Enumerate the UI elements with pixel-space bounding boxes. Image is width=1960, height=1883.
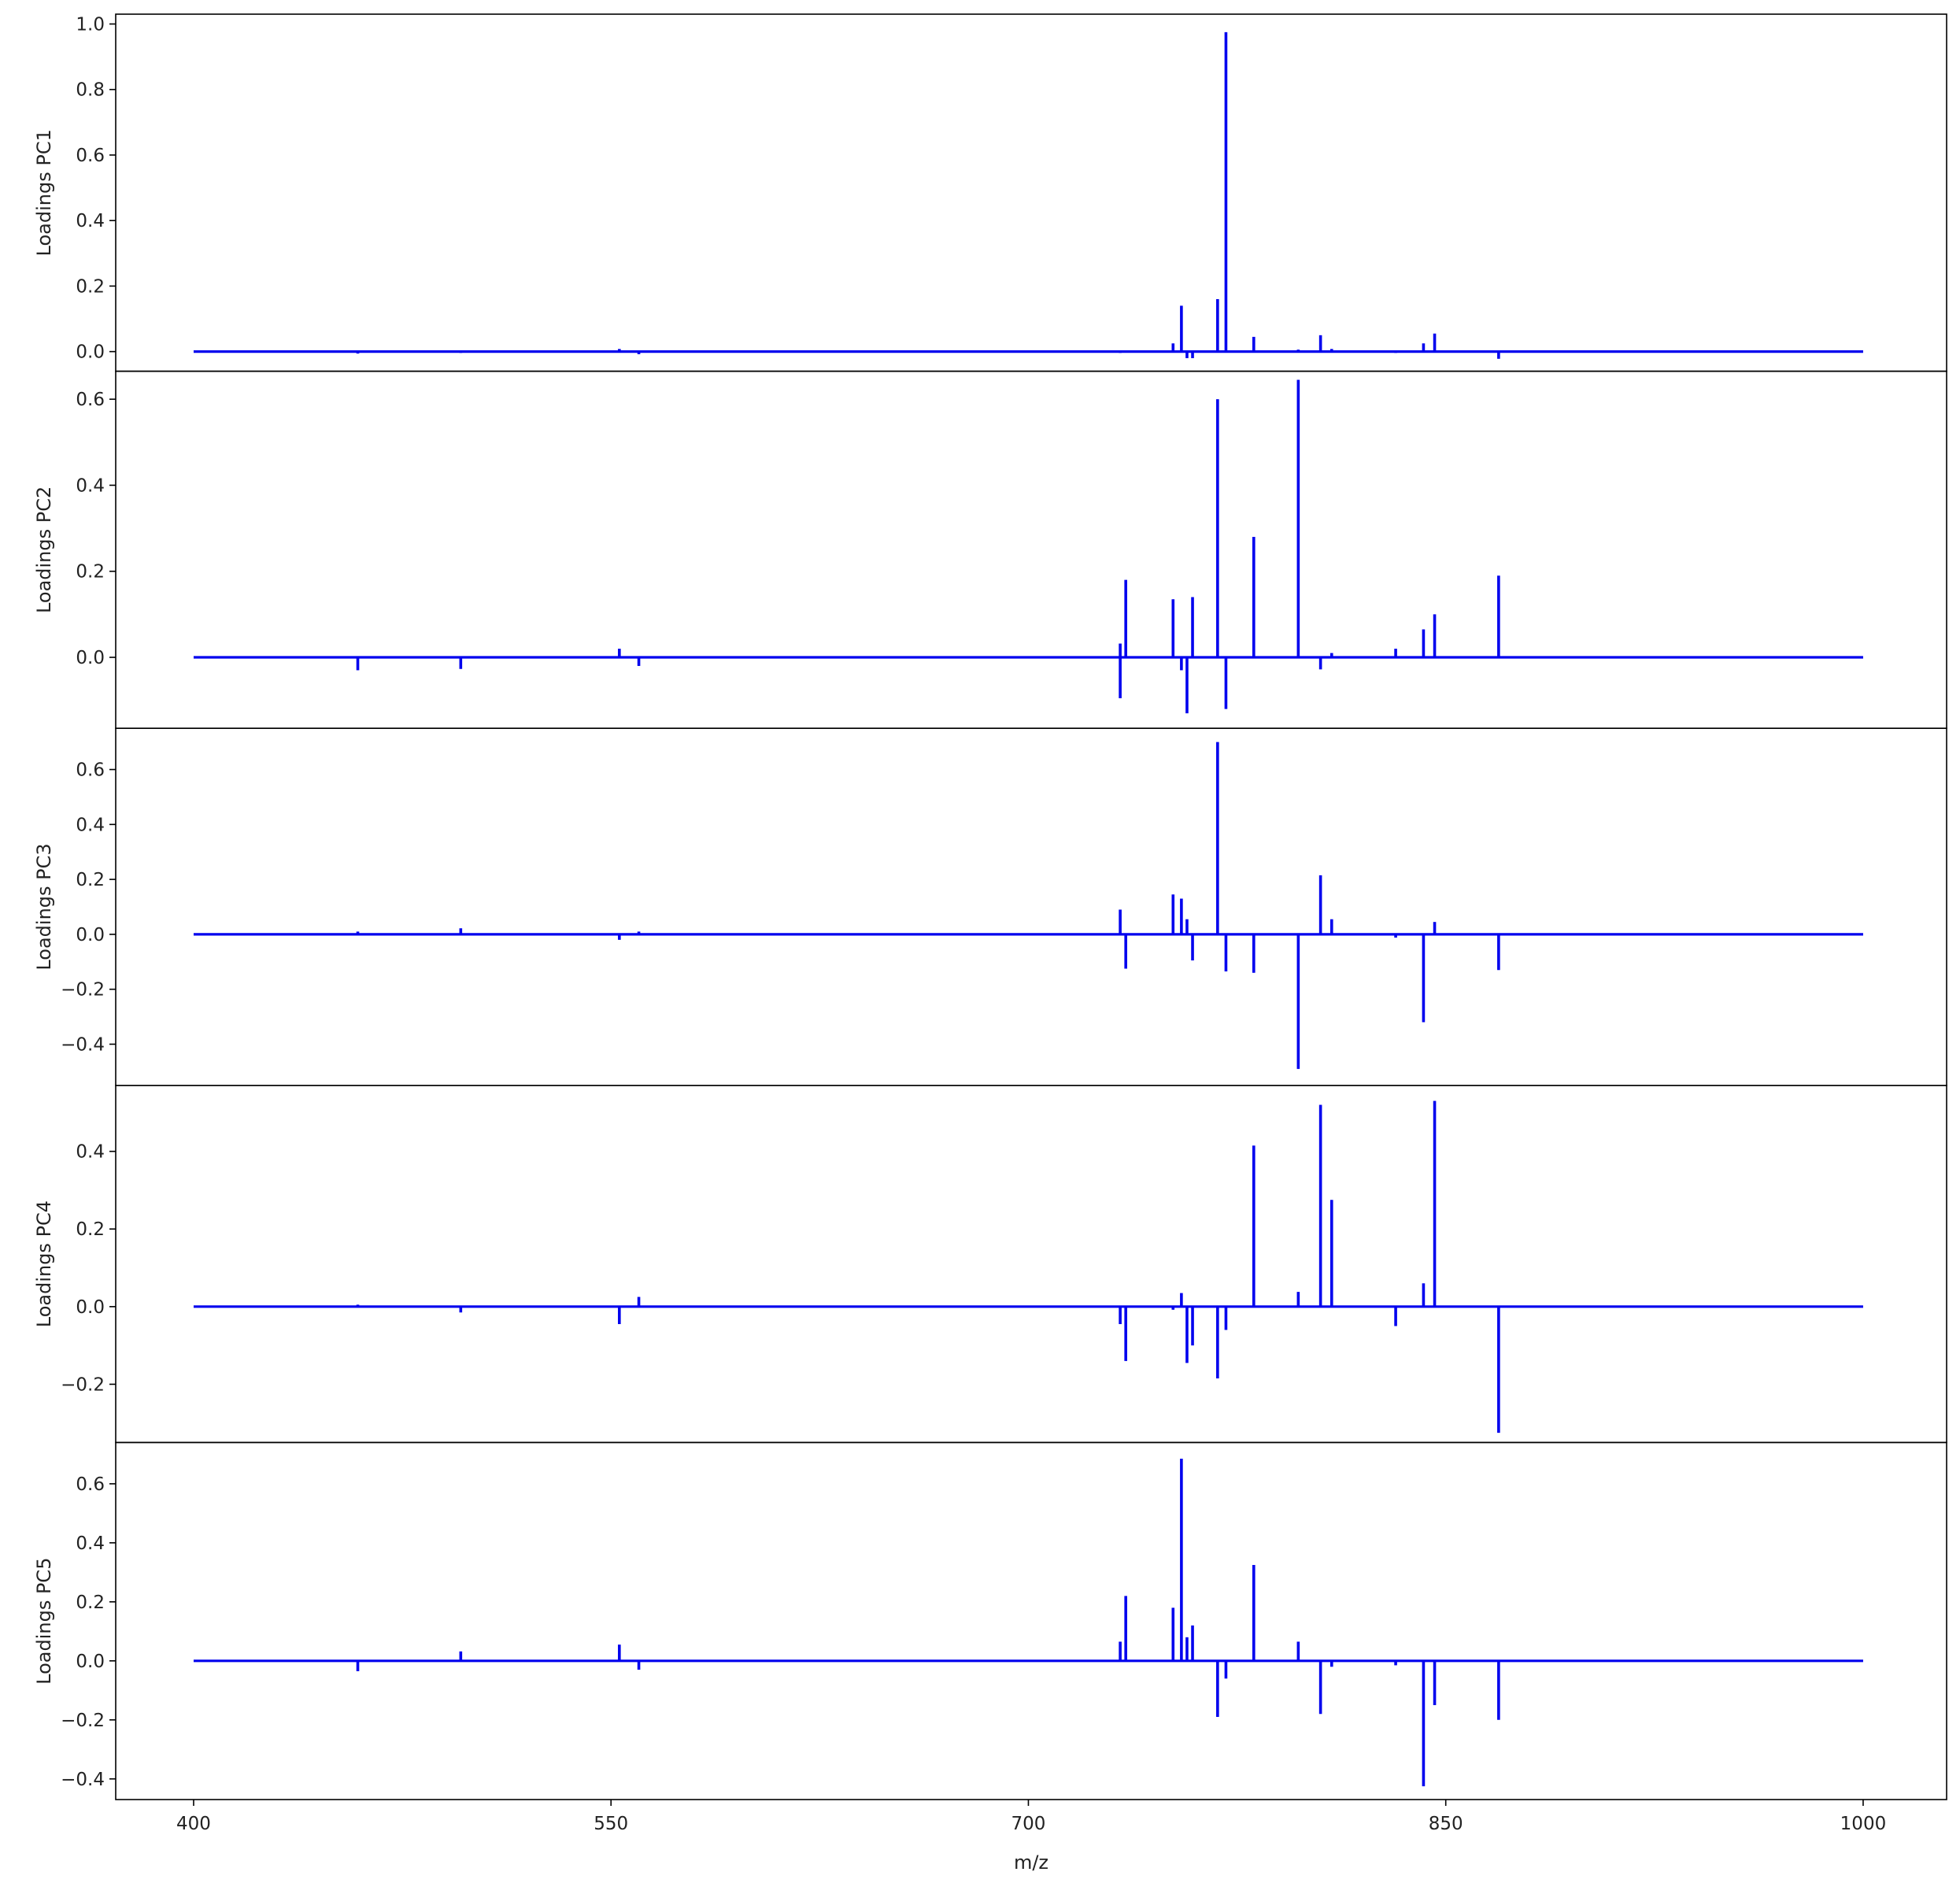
panel-frame (115, 727, 1947, 1086)
y-tick-label: −0.4 (61, 1770, 105, 1790)
y-tick-label: 0.4 (76, 475, 105, 496)
y-tick-label: 0.0 (76, 1297, 105, 1318)
y-tick-label: 0.2 (76, 870, 105, 890)
y-tick-label: 0.0 (76, 1652, 105, 1672)
y-tick-label: 0.8 (76, 80, 105, 101)
x-tick-label: 400 (176, 1814, 211, 1834)
x-axis-label: m/z (1014, 1852, 1048, 1874)
y-axis-label-pc1: Loadings PC1 (33, 129, 55, 256)
x-tick-label: 700 (1011, 1814, 1046, 1834)
x-axis: 400 550 700 850 1000 (176, 1800, 1886, 1834)
y-tick-label: 0.4 (76, 1533, 105, 1554)
y-tick-label: 0.6 (76, 760, 105, 781)
y-tick-label: 0.2 (76, 562, 105, 583)
y-tick-label: 0.0 (76, 342, 105, 363)
x-tick-label: 550 (594, 1814, 628, 1834)
y-tick-label: 0.4 (76, 815, 105, 835)
panel-pc1: 0.0 0.2 0.4 0.6 0.8 1.0 Loadings PC1 (33, 13, 1947, 372)
panel-frame (115, 13, 1947, 372)
y-axis-label-pc5: Loadings PC5 (33, 1558, 55, 1685)
panel-pc4: −0.2 0.0 0.2 0.4 Loadings PC4 (33, 1085, 1947, 1444)
y-tick-label: 1.0 (76, 14, 105, 35)
y-tick-label: −0.2 (61, 980, 105, 1001)
x-tick-label: 1000 (1840, 1814, 1887, 1834)
y-axis-label-pc3: Loadings PC3 (33, 843, 55, 970)
y-tick-label: 0.0 (76, 925, 105, 945)
panel-pc3: −0.4 −0.2 0.0 0.2 0.4 0.6 Loadings PC3 (33, 727, 1947, 1086)
y-axis-label-pc2: Loadings PC2 (33, 486, 55, 613)
y-tick-label: −0.2 (61, 1374, 105, 1395)
y-tick-label: 0.2 (76, 276, 105, 297)
panel-frame (115, 1085, 1947, 1444)
y-tick-label: 0.6 (76, 1474, 105, 1495)
panel-frame (115, 1441, 1947, 1800)
panel-pc2: 0.0 0.2 0.4 0.6 Loadings PC2 (33, 370, 1947, 730)
y-tick-label: 0.4 (76, 1142, 105, 1163)
y-tick-label: 0.6 (76, 390, 105, 410)
y-tick-label: 0.4 (76, 211, 105, 231)
y-tick-label: −0.2 (61, 1711, 105, 1731)
y-tick-label: 0.2 (76, 1219, 105, 1240)
panel-frame (115, 370, 1947, 730)
y-tick-label: 0.0 (76, 648, 105, 668)
x-tick-label: 850 (1429, 1814, 1463, 1834)
y-tick-label: 0.6 (76, 146, 105, 166)
y-tick-label: −0.4 (61, 1034, 105, 1055)
y-axis-label-pc4: Loadings PC4 (33, 1200, 55, 1327)
panel-pc5: −0.4 −0.2 0.0 0.2 0.4 0.6 Loadings PC5 (33, 1441, 1947, 1800)
y-tick-label: 0.2 (76, 1593, 105, 1613)
